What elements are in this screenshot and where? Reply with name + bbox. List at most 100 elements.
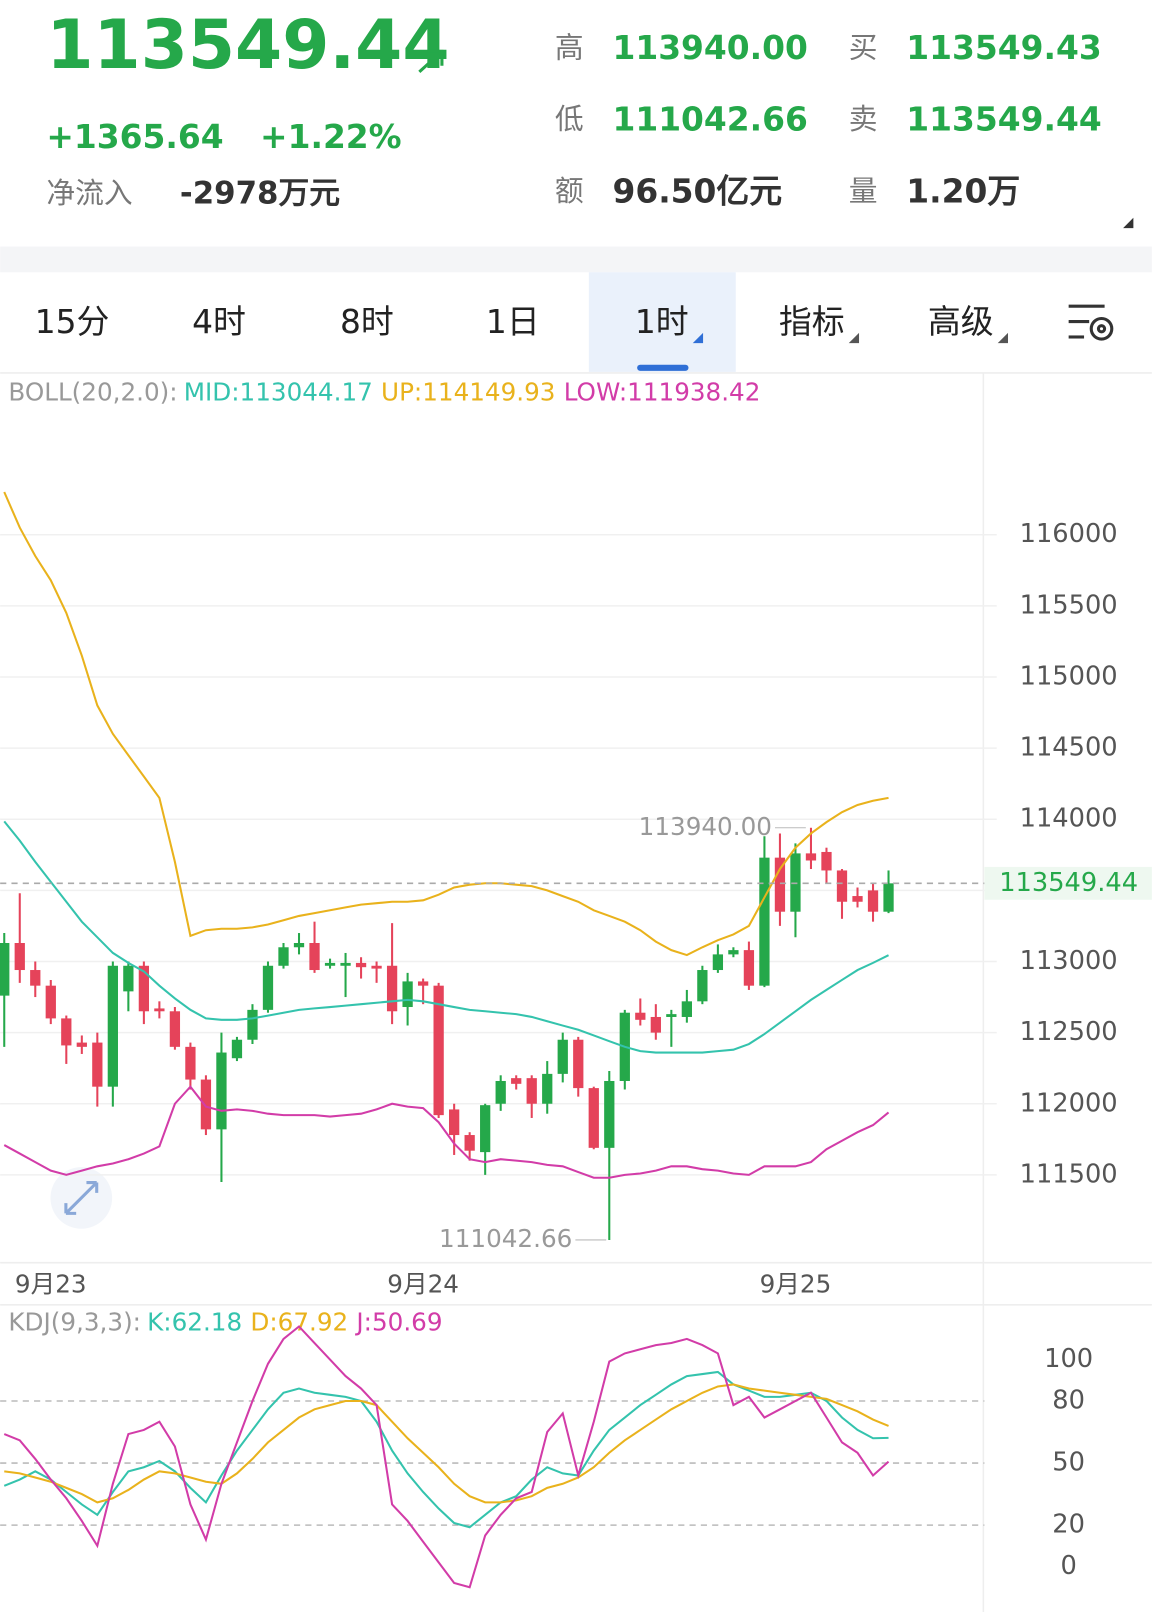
candle-body <box>774 857 786 912</box>
candle-body <box>309 943 320 971</box>
tab[interactable]: 1时 <box>635 302 689 341</box>
y-tick-label: 112500 <box>1020 1017 1118 1047</box>
stat-value: 113549.43 <box>906 28 1101 67</box>
change-pct: +1.22% <box>260 117 402 156</box>
candle-body <box>324 962 336 966</box>
candle-body <box>697 970 708 1002</box>
candle-body <box>216 1052 227 1130</box>
candle-body <box>604 1080 615 1148</box>
x-tick-label: 9月25 <box>760 1269 832 1298</box>
settings-icon[interactable] <box>1068 304 1114 341</box>
candle-body <box>542 1073 553 1104</box>
candle-body <box>386 965 398 1012</box>
y-tick-label: 111500 <box>1020 1159 1118 1189</box>
tab[interactable]: 指标 <box>779 302 845 341</box>
candle-body <box>526 1078 537 1104</box>
change: +1365.64 <box>46 117 223 156</box>
stat-value: 113549.44 <box>906 100 1101 139</box>
expand-triangle[interactable] <box>1123 217 1134 229</box>
y-tick-label: 100 <box>1044 1344 1093 1374</box>
candle-body <box>867 890 879 912</box>
up-arrow-icon <box>418 49 444 74</box>
x-tick-label: 9月23 <box>15 1269 87 1298</box>
candle-body <box>449 1109 460 1136</box>
stat-label: 买 <box>849 30 878 64</box>
y-tick-label: 115500 <box>1020 590 1118 620</box>
y-tick-label: 50 <box>1052 1448 1085 1478</box>
stat-label: 低 <box>555 102 584 136</box>
y-tick-label: 0 <box>1060 1551 1076 1581</box>
candle-body <box>200 1079 212 1130</box>
candle-body <box>712 954 724 971</box>
active-tab-bg <box>588 272 736 372</box>
candle-body <box>402 981 413 1008</box>
candle-body <box>557 1039 568 1074</box>
candle-body <box>650 1016 661 1033</box>
indicator-line <box>3 1370 889 1529</box>
candle-body <box>743 950 755 986</box>
net-inflow: -2978万元 <box>180 176 340 212</box>
indicator-line <box>4 1383 889 1504</box>
indicator-line <box>3 491 889 957</box>
candle-body <box>635 1012 646 1020</box>
candle-body <box>805 853 817 861</box>
y-tick-label: 80 <box>1052 1385 1085 1415</box>
candle-body <box>852 896 863 902</box>
indicator-label: KDJ(9,3,3): <box>8 1307 141 1336</box>
price: 113549.44 <box>46 5 449 84</box>
candle-body <box>836 870 848 902</box>
last-price-tag <box>984 866 1152 900</box>
candle-body <box>293 943 305 948</box>
stat-label: 卖 <box>849 102 878 136</box>
separator <box>0 246 1152 273</box>
dropdown-triangle <box>848 332 860 344</box>
kdj-chart: 0 20 50 80 100 KDJ(9,3,3): K:62.18 D:67.92 J:50.… <box>0 1307 1093 1589</box>
candle-body <box>588 1088 599 1148</box>
tab[interactable]: 8时 <box>340 302 394 341</box>
candle-body <box>464 1135 475 1151</box>
x-tick-label: 9月24 <box>387 1269 459 1298</box>
candle-body <box>790 853 801 912</box>
dropdown-triangle <box>997 332 1009 344</box>
tab[interactable]: 15分 <box>35 302 110 341</box>
candle-body <box>0 943 10 996</box>
stat-label: 额 <box>555 174 584 208</box>
net-inflow-label: 净流入 <box>46 176 132 210</box>
candle-body <box>92 1042 103 1087</box>
candle-body <box>123 965 134 992</box>
legend-item: J:50.69 <box>354 1307 442 1336</box>
legend-item: LOW:111938.42 <box>564 377 761 406</box>
candle-body <box>480 1105 491 1153</box>
candle-body <box>154 1008 165 1012</box>
candle-body <box>278 947 289 966</box>
tabs: 15分 4时 8时 1日 1时 指标 高级 <box>35 302 1009 344</box>
stat-value: 111042.66 <box>612 100 807 139</box>
candle-body <box>821 851 832 871</box>
tab[interactable]: 4时 <box>192 302 246 341</box>
candle-body <box>262 965 274 1010</box>
fullscreen-icon <box>64 1181 99 1215</box>
candle-body <box>169 1011 181 1047</box>
candle-body <box>247 1009 258 1040</box>
y-tick-label: 116000 <box>1020 519 1118 549</box>
tab[interactable]: 1日 <box>486 302 540 341</box>
candle-body <box>231 1039 243 1059</box>
y-tick-label: 114000 <box>1020 804 1118 834</box>
candle-body <box>107 965 118 1087</box>
candle-body <box>76 1042 87 1047</box>
candle-body <box>355 962 367 968</box>
candle-body <box>728 950 739 955</box>
candle-body <box>371 965 382 969</box>
indicator-label: BOLL(20,2.0): <box>8 377 177 406</box>
stat-value: 96.50亿元 <box>612 172 782 211</box>
active-tab-underline <box>637 364 689 371</box>
candle-body <box>681 1001 692 1017</box>
stat-value: 1.20万 <box>906 172 1020 211</box>
candle-body <box>433 985 444 1116</box>
y-tick-label: 114500 <box>1020 733 1118 763</box>
legend-item: MID:113044.17 <box>184 377 373 406</box>
tab[interactable]: 高级 <box>928 302 994 341</box>
y-tick-label: 20 <box>1052 1510 1085 1540</box>
candle-body <box>759 857 770 986</box>
